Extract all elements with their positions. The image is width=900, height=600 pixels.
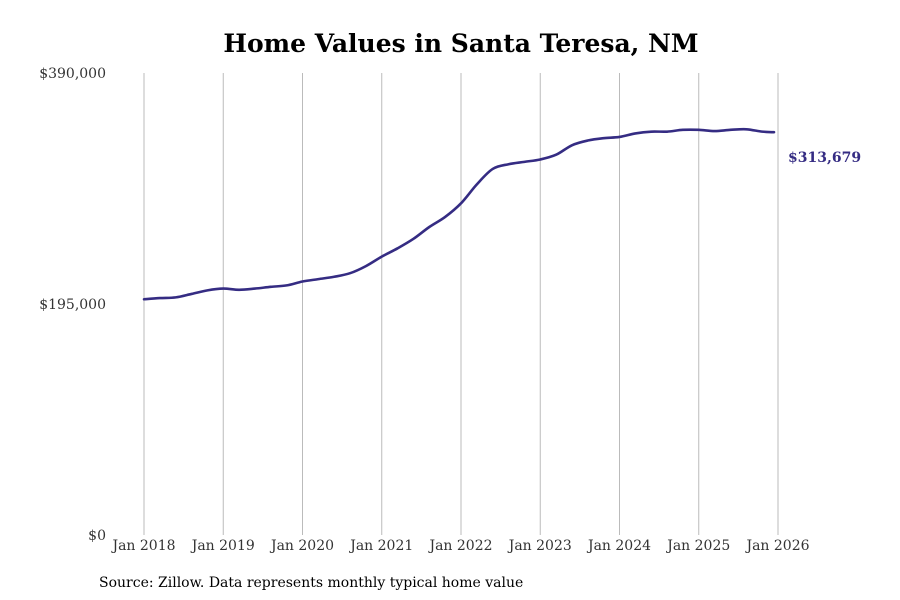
x-tick-label: Jan 2025 — [665, 538, 730, 554]
series-line — [142, 127, 776, 301]
y-tick-label: $195,000 — [39, 297, 106, 313]
x-tick-label: Jan 2023 — [507, 538, 572, 554]
y-tick-label: $390,000 — [39, 66, 106, 82]
x-tick-label: Jan 2018 — [110, 538, 175, 554]
series-group: $313,679 — [142, 127, 861, 301]
end-value-label: $313,679 — [788, 150, 861, 166]
x-tick-label: Jan 2020 — [269, 538, 334, 554]
y-axis-tick-labels: $0 $195,000 $390,000 — [39, 66, 106, 544]
x-tick-label: Jan 2022 — [427, 538, 492, 554]
x-tick-label: Jan 2024 — [586, 538, 651, 554]
x-tick-label: Jan 2021 — [348, 538, 413, 554]
grid-lines — [143, 73, 779, 535]
y-tick-label: $0 — [88, 528, 106, 544]
x-tick-label: Jan 2026 — [744, 538, 809, 554]
source-note: Source: Zillow. Data represents monthly … — [99, 575, 523, 591]
chart-title: Home Values in Santa Teresa, NM — [223, 29, 698, 58]
x-tick-label: Jan 2019 — [190, 538, 255, 554]
x-axis-tick-labels: Jan 2018 Jan 2019 Jan 2020 Jan 2021 Jan 2022… — [110, 538, 809, 554]
